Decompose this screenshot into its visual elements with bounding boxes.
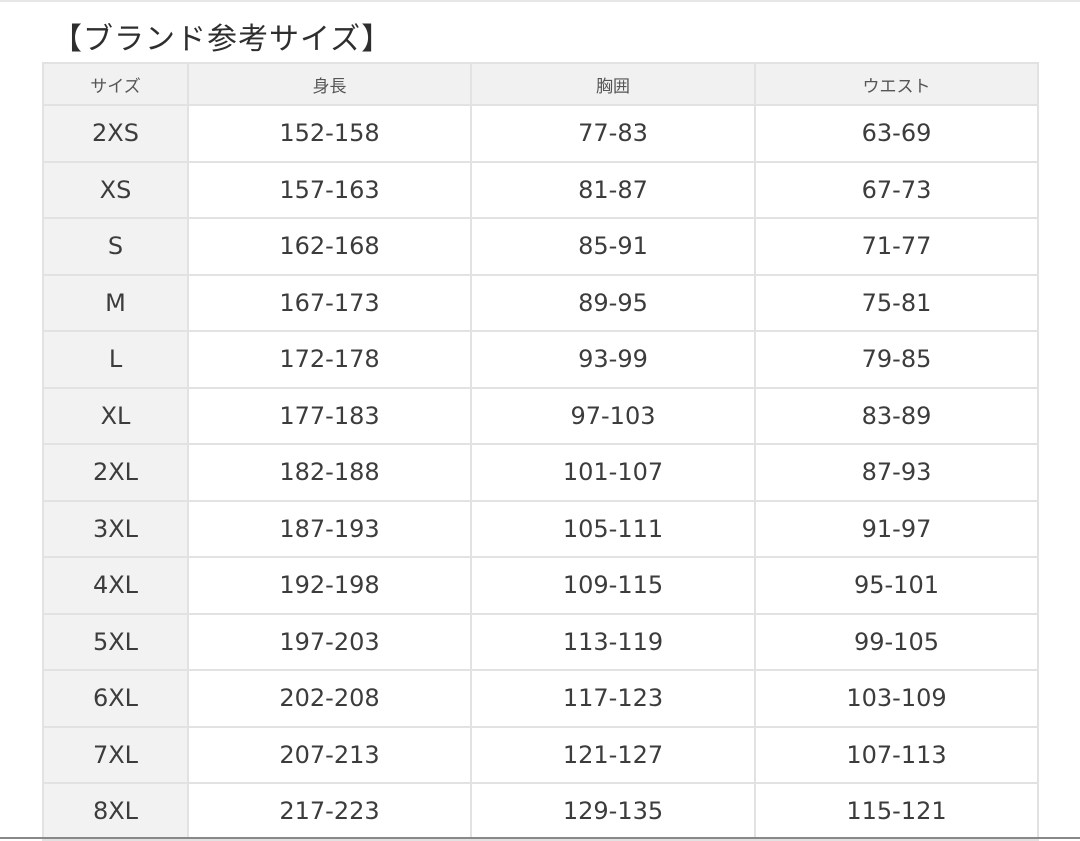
table-row: 2XS 152-158 77-83 63-69 — [42, 104, 1039, 163]
cell-size: 7XL — [42, 725, 189, 784]
size-chart-table: サイズ 身長 胸囲 ウエスト 2XS 152-158 77-83 63-69 XS 157… — [42, 62, 1039, 841]
cell-height: 172-178 — [187, 330, 472, 389]
cell-waist: 99-105 — [754, 612, 1039, 671]
cell-size: M — [42, 273, 189, 332]
cell-waist: 75-81 — [754, 273, 1039, 332]
cell-chest: 89-95 — [470, 273, 756, 332]
table-row: 6XL 202-208 117-123 103-109 — [42, 669, 1039, 728]
cell-chest: 121-127 — [470, 725, 756, 784]
cell-chest: 81-87 — [470, 160, 756, 219]
header-height: 身長 — [187, 62, 472, 106]
cell-size: 2XL — [42, 443, 189, 502]
cell-height: 177-183 — [187, 386, 472, 445]
cell-height: 152-158 — [187, 104, 472, 163]
cell-chest: 77-83 — [470, 104, 756, 163]
top-divider — [0, 0, 1080, 2]
cell-chest: 117-123 — [470, 669, 756, 728]
table-row: 7XL 207-213 121-127 107-113 — [42, 725, 1039, 784]
bottom-divider — [0, 837, 1080, 839]
table-header-row: サイズ 身長 胸囲 ウエスト — [42, 62, 1039, 106]
cell-size: 3XL — [42, 499, 189, 558]
table-row: 8XL 217-223 129-135 115-121 — [42, 782, 1039, 841]
cell-size: 4XL — [42, 556, 189, 615]
table-row: S 162-168 85-91 71-77 — [42, 217, 1039, 276]
cell-waist: 95-101 — [754, 556, 1039, 615]
cell-height: 182-188 — [187, 443, 472, 502]
table-row: L 172-178 93-99 79-85 — [42, 330, 1039, 389]
table-row: XS 157-163 81-87 67-73 — [42, 160, 1039, 219]
cell-waist: 63-69 — [754, 104, 1039, 163]
cell-size: XL — [42, 386, 189, 445]
page-title: 【ブランド参考サイズ】 — [52, 22, 393, 57]
cell-waist: 87-93 — [754, 443, 1039, 502]
cell-height: 187-193 — [187, 499, 472, 558]
cell-chest: 97-103 — [470, 386, 756, 445]
cell-chest: 109-115 — [470, 556, 756, 615]
cell-height: 202-208 — [187, 669, 472, 728]
cell-waist: 107-113 — [754, 725, 1039, 784]
cell-chest: 105-111 — [470, 499, 756, 558]
cell-height: 192-198 — [187, 556, 472, 615]
cell-height: 217-223 — [187, 782, 472, 841]
cell-waist: 103-109 — [754, 669, 1039, 728]
cell-chest: 101-107 — [470, 443, 756, 502]
cell-chest: 85-91 — [470, 217, 756, 276]
cell-waist: 91-97 — [754, 499, 1039, 558]
table-row: 4XL 192-198 109-115 95-101 — [42, 556, 1039, 615]
cell-waist: 71-77 — [754, 217, 1039, 276]
header-waist: ウエスト — [754, 62, 1039, 106]
cell-waist: 83-89 — [754, 386, 1039, 445]
cell-height: 207-213 — [187, 725, 472, 784]
cell-size: S — [42, 217, 189, 276]
cell-size: 6XL — [42, 669, 189, 728]
cell-chest: 113-119 — [470, 612, 756, 671]
cell-height: 197-203 — [187, 612, 472, 671]
table-row: 3XL 187-193 105-111 91-97 — [42, 499, 1039, 558]
cell-size: XS — [42, 160, 189, 219]
cell-size: 2XS — [42, 104, 189, 163]
cell-height: 162-168 — [187, 217, 472, 276]
cell-waist: 67-73 — [754, 160, 1039, 219]
cell-chest: 93-99 — [470, 330, 756, 389]
table-row: XL 177-183 97-103 83-89 — [42, 386, 1039, 445]
cell-chest: 129-135 — [470, 782, 756, 841]
cell-size: 5XL — [42, 612, 189, 671]
header-chest: 胸囲 — [470, 62, 756, 106]
table-row: 2XL 182-188 101-107 87-93 — [42, 443, 1039, 502]
cell-waist: 115-121 — [754, 782, 1039, 841]
cell-height: 157-163 — [187, 160, 472, 219]
header-size: サイズ — [42, 62, 189, 106]
table-row: M 167-173 89-95 75-81 — [42, 273, 1039, 332]
cell-size: 8XL — [42, 782, 189, 841]
cell-size: L — [42, 330, 189, 389]
table-row: 5XL 197-203 113-119 99-105 — [42, 612, 1039, 671]
cell-height: 167-173 — [187, 273, 472, 332]
cell-waist: 79-85 — [754, 330, 1039, 389]
